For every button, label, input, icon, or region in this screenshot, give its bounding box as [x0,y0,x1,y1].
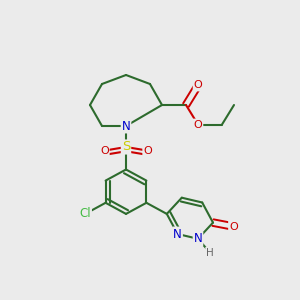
Text: Cl: Cl [80,207,91,220]
Text: N: N [122,119,130,133]
Text: O: O [229,221,238,232]
Text: O: O [194,80,202,91]
Text: O: O [143,146,152,156]
Text: O: O [194,119,202,130]
Text: N: N [194,232,202,245]
Text: S: S [122,140,130,154]
Text: H: H [206,248,214,258]
Text: N: N [173,227,182,241]
Text: O: O [100,146,109,156]
